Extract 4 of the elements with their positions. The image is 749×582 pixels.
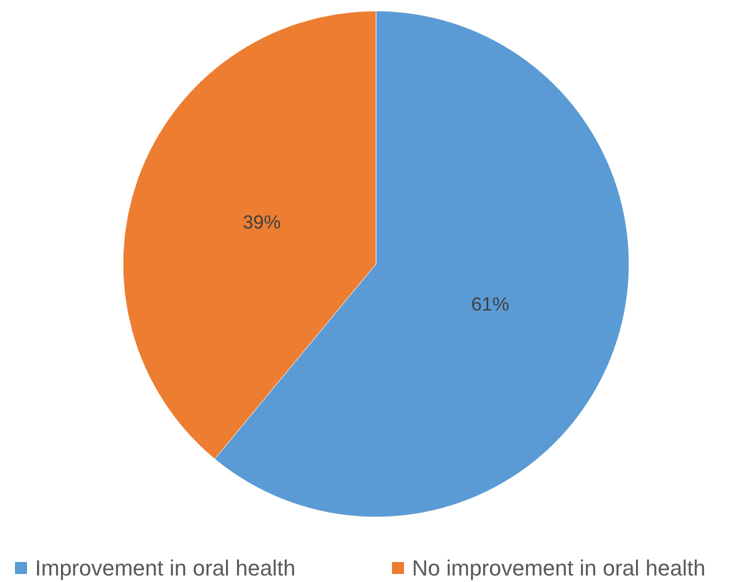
data-label: 61% — [471, 294, 510, 316]
legend-label: No improvement in oral health — [412, 556, 706, 580]
data-label: 39% — [242, 212, 281, 234]
legend-label: Improvement in oral health — [35, 556, 296, 580]
